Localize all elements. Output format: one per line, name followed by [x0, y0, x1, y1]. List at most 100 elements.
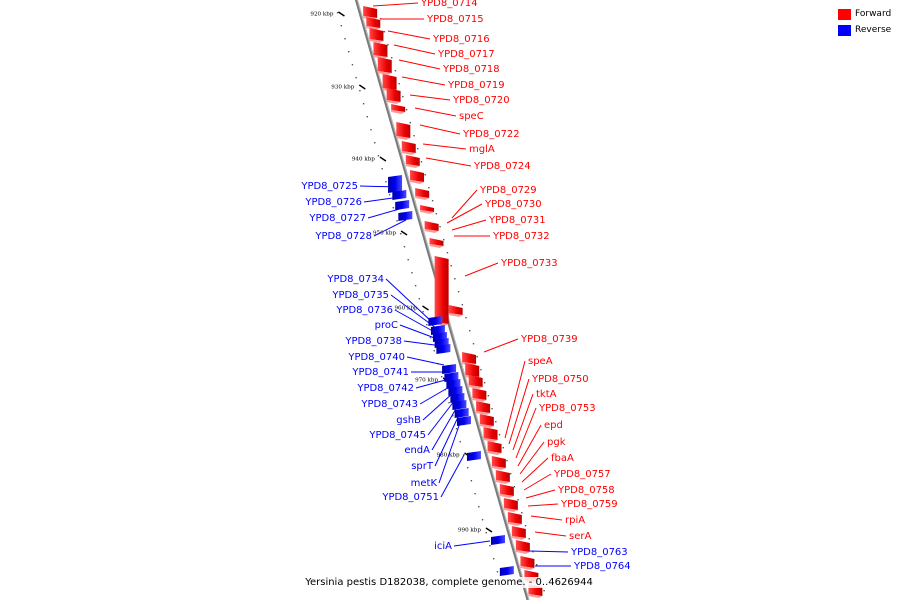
reverse-gene-feature[interactable] [452, 400, 467, 410]
reverse-gene-feature[interactable] [398, 211, 413, 221]
reverse-gene-label[interactable]: YPD8_0734 [326, 274, 384, 285]
reverse-gene-feature[interactable] [395, 200, 410, 210]
forward-gene-feature[interactable] [503, 498, 518, 510]
forward-gene-feature[interactable] [377, 57, 392, 73]
reverse-gene-feature[interactable] [450, 393, 465, 403]
forward-gene-label[interactable]: YPD8_0731 [488, 215, 546, 226]
forward-gene-label[interactable]: YPD8_0729 [479, 185, 537, 196]
reverse-gene-feature[interactable] [454, 408, 469, 418]
reverse-gene-label[interactable]: YPD8_0763 [570, 547, 628, 558]
forward-gene-label[interactable]: YPD8_0732 [492, 231, 550, 242]
forward-gene-feature[interactable] [386, 88, 401, 102]
reverse-gene-label[interactable]: YPD8_0742 [356, 383, 414, 394]
reverse-gene-feature[interactable] [490, 535, 505, 545]
reverse-gene-label[interactable]: YPD8_0726 [304, 197, 362, 208]
forward-gene-label[interactable]: pgk [547, 437, 566, 448]
forward-gene-feature[interactable] [366, 17, 381, 28]
forward-gene-feature[interactable] [373, 42, 388, 57]
forward-gene-label[interactable]: YPD8_0753 [538, 403, 596, 414]
forward-gene-feature[interactable] [472, 388, 487, 400]
forward-gene-feature[interactable] [487, 441, 502, 453]
reverse-gene-label[interactable]: YPD8_0751 [381, 492, 439, 503]
forward-gene-feature[interactable] [491, 456, 506, 468]
gene-features[interactable] [363, 6, 543, 598]
forward-gene-label[interactable]: YPD8_0720 [452, 95, 510, 106]
forward-gene-label[interactable]: YPD8_0715 [426, 14, 484, 25]
forward-gene-feature[interactable] [434, 256, 449, 324]
forward-gene-label[interactable]: YPD8_0759 [560, 499, 618, 510]
forward-gene-feature[interactable] [483, 427, 498, 440]
forward-gene-label[interactable]: YPD8_0750 [531, 374, 589, 385]
reverse-gene-label[interactable]: YPD8_0735 [331, 290, 389, 301]
reverse-gene-label[interactable]: YPD8_0738 [344, 336, 402, 347]
gene-labels[interactable]: YPD8_0714 YPD8_0715 YPD8_0716 YPD8_0717 YPD8… [300, 0, 630, 572]
forward-gene-feature[interactable] [462, 352, 477, 364]
forward-gene-label[interactable]: fbaA [551, 453, 574, 464]
forward-gene-label[interactable]: YPD8_0714 [420, 0, 478, 9]
reverse-gene-feature[interactable] [446, 379, 461, 389]
reverse-gene-feature[interactable] [436, 344, 451, 354]
forward-gene-feature[interactable] [499, 484, 514, 496]
reverse-gene-label[interactable]: YPD8_0741 [351, 367, 409, 378]
forward-gene-feature[interactable] [391, 104, 406, 112]
forward-gene-feature[interactable] [415, 188, 430, 198]
reverse-gene-feature[interactable] [392, 190, 407, 200]
reverse-gene-label[interactable]: endA [404, 445, 430, 456]
forward-gene-label[interactable]: YPD8_0724 [473, 161, 531, 172]
forward-gene-feature[interactable] [401, 141, 416, 153]
forward-gene-label[interactable]: YPD8_0733 [500, 258, 558, 269]
forward-gene-feature[interactable] [465, 363, 480, 377]
forward-gene-feature[interactable] [382, 74, 397, 90]
forward-gene-feature[interactable] [511, 526, 526, 538]
reverse-gene-label[interactable]: iciA [434, 541, 452, 552]
reverse-gene-feature[interactable] [444, 372, 459, 382]
reverse-gene-label[interactable]: YPD8_0740 [347, 352, 405, 363]
reverse-gene-label[interactable]: gshB [396, 415, 421, 426]
forward-gene-feature[interactable] [520, 556, 535, 568]
reverse-gene-feature[interactable] [428, 316, 443, 326]
forward-gene-feature[interactable] [476, 401, 491, 413]
reverse-gene-label[interactable]: YPD8_0727 [308, 213, 366, 224]
forward-gene-feature[interactable] [515, 540, 530, 552]
forward-gene-feature[interactable] [468, 375, 483, 387]
forward-gene-feature[interactable] [363, 6, 378, 18]
reverse-gene-feature[interactable] [499, 566, 514, 576]
forward-gene-label[interactable]: mglA [469, 144, 495, 155]
forward-gene-feature[interactable] [396, 122, 411, 138]
forward-gene-label[interactable]: YPD8_0757 [553, 469, 611, 480]
forward-gene-label[interactable]: speC [459, 111, 484, 122]
forward-gene-label[interactable]: rpiA [565, 515, 585, 526]
reverse-gene-label[interactable]: sprT [411, 461, 434, 472]
forward-gene-feature[interactable] [448, 305, 463, 315]
forward-gene-feature[interactable] [429, 238, 444, 246]
forward-gene-label[interactable]: tktA [536, 389, 557, 400]
forward-gene-feature[interactable] [507, 512, 522, 524]
reverse-gene-label[interactable]: YPD8_0736 [335, 305, 393, 316]
forward-gene-feature[interactable] [420, 205, 435, 212]
forward-gene-feature[interactable] [479, 414, 494, 426]
forward-gene-label[interactable]: YPD8_0716 [432, 34, 490, 45]
forward-gene-label[interactable]: YPD8_0758 [557, 485, 615, 496]
forward-gene-feature[interactable] [495, 470, 510, 482]
forward-gene-feature[interactable] [424, 221, 439, 231]
forward-gene-label[interactable]: speA [528, 356, 553, 367]
reverse-gene-feature[interactable] [448, 386, 463, 396]
forward-gene-feature[interactable] [410, 170, 425, 182]
forward-gene-label[interactable]: serA [569, 531, 591, 542]
reverse-gene-feature[interactable] [430, 325, 445, 335]
reverse-gene-feature[interactable] [442, 364, 457, 374]
forward-gene-label[interactable]: YPD8_0730 [484, 199, 542, 210]
forward-gene-label[interactable]: YPD8_0719 [447, 80, 505, 91]
reverse-gene-label[interactable]: metK [411, 478, 438, 489]
forward-gene-feature[interactable] [369, 28, 384, 41]
reverse-gene-label[interactable]: proC [375, 320, 398, 331]
reverse-gene-feature[interactable] [466, 451, 481, 461]
forward-gene-label[interactable]: YPD8_0722 [462, 129, 520, 140]
forward-gene-label[interactable]: YPD8_0739 [520, 334, 578, 345]
reverse-gene-label[interactable]: YPD8_0743 [360, 399, 418, 410]
reverse-gene-label[interactable]: YPD8_0764 [573, 561, 631, 572]
forward-gene-label[interactable]: epd [544, 420, 563, 431]
reverse-gene-label[interactable]: YPD8_0725 [300, 181, 358, 192]
